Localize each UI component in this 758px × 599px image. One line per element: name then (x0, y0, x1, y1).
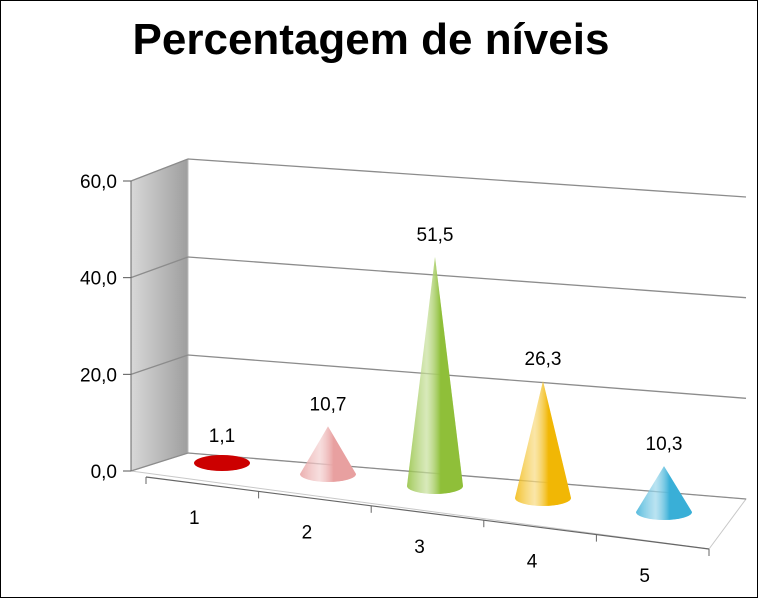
cone-shade (407, 256, 463, 494)
cone-body (300, 426, 356, 482)
gridline (130, 158, 189, 182)
cone-body (407, 256, 463, 494)
gridline (130, 452, 189, 472)
x-tick-label: 1 (189, 508, 200, 529)
data-label: 1,1 (209, 426, 235, 447)
cone-bar (515, 380, 571, 506)
gridline (187, 354, 747, 399)
data-label: 10,7 (310, 394, 347, 415)
cone-body (515, 380, 571, 506)
cone-series (194, 256, 692, 520)
data-label: 51,5 (417, 225, 454, 246)
cone-body (636, 466, 692, 520)
cone-shade (300, 426, 356, 482)
chart-title: Percentagem de níveis (132, 15, 610, 64)
gridline (130, 256, 189, 279)
x-axis-line (145, 476, 710, 550)
x-tick-label: 5 (639, 566, 650, 587)
y-tick-label: 20,0 (80, 365, 117, 386)
cone-shade (515, 380, 571, 506)
side-wall (130, 158, 189, 472)
cone-bar (407, 256, 463, 494)
gridline (130, 354, 189, 375)
x-tick-label: 4 (527, 551, 538, 572)
data-label: 26,3 (525, 349, 562, 370)
cone-base (194, 455, 250, 471)
y-tick-label: 40,0 (80, 269, 117, 290)
y-axis: 0,0 20,0 40,0 60,0 (80, 172, 132, 483)
cone-bar (300, 426, 356, 482)
y-tick-label: 60,0 (80, 172, 117, 193)
data-label: 10,3 (646, 434, 683, 455)
x-tick-label: 3 (414, 537, 425, 558)
cone-shade (636, 466, 692, 520)
cone-bar (636, 466, 692, 520)
gridline (187, 256, 747, 299)
data-labels: 1,1 10,7 51,5 26,3 10,3 (209, 225, 683, 455)
gridline (187, 158, 747, 198)
x-axis: 1 2 3 4 5 (145, 476, 710, 587)
cone-bar (194, 455, 250, 471)
x-tick-label: 2 (302, 523, 313, 544)
y-tick-label: 0,0 (91, 462, 117, 483)
